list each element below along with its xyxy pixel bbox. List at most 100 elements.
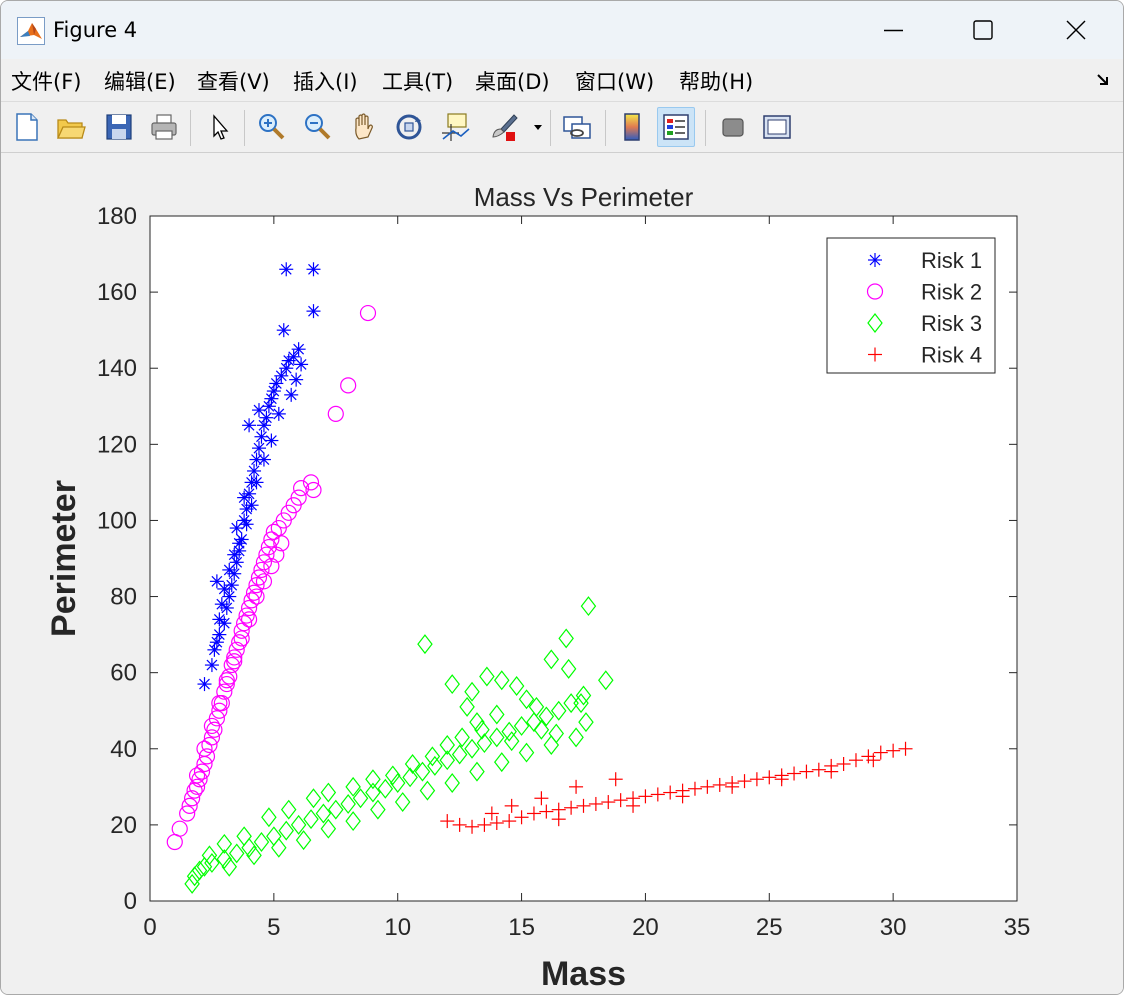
y-tick-label: 160 xyxy=(97,279,137,306)
data-cursor-button[interactable] xyxy=(437,108,473,146)
close-icon xyxy=(1066,20,1086,40)
x-tick-label: 25 xyxy=(756,914,783,941)
minimize-button[interactable] xyxy=(847,1,941,59)
data-point xyxy=(246,845,262,866)
data-point xyxy=(328,799,344,820)
data-point xyxy=(269,376,284,391)
legend-box[interactable] xyxy=(826,237,996,374)
data-point xyxy=(725,779,740,794)
data-point xyxy=(247,463,262,478)
data-point xyxy=(352,788,369,809)
legend-entry[interactable]: Risk 3 xyxy=(867,311,982,336)
data-point xyxy=(179,805,196,822)
chart-title: Mass Vs Perimeter xyxy=(474,182,694,212)
data-point xyxy=(198,748,216,765)
data-point xyxy=(240,611,258,628)
zoom-in-button[interactable] xyxy=(253,108,289,146)
data-point xyxy=(737,774,752,789)
x-tick-label: 20 xyxy=(632,914,659,941)
data-point xyxy=(384,765,401,786)
link-plot-button[interactable] xyxy=(559,108,595,146)
legend-entry[interactable]: Risk 1 xyxy=(868,248,982,273)
rotate-3d-button[interactable] xyxy=(391,108,427,146)
show-plot-tools-button[interactable] xyxy=(759,108,795,146)
menu-view[interactable]: 查看(V) xyxy=(197,70,270,94)
data-point xyxy=(206,721,223,738)
data-point xyxy=(417,634,433,655)
brush-dropdown-icon[interactable] xyxy=(533,123,543,131)
data-point xyxy=(184,873,200,894)
data-point xyxy=(526,806,541,821)
new-figure-button[interactable] xyxy=(9,108,45,146)
data-point xyxy=(226,649,243,666)
legend-label: Risk 1 xyxy=(921,248,982,273)
menu-tools[interactable]: 工具(T) xyxy=(382,70,454,94)
menu-insert[interactable]: 插入(I) xyxy=(293,70,358,94)
data-point xyxy=(233,630,250,647)
toolbar-separator xyxy=(605,110,606,146)
expand-toolbar-icon[interactable] xyxy=(1093,69,1113,89)
data-point xyxy=(663,785,678,800)
data-point xyxy=(264,391,279,406)
data-point xyxy=(444,674,460,695)
figure-toolbar xyxy=(1,102,1123,153)
scatter-plot[interactable]: 0 5 10 15 20 25 30 35 0 20 40 60 80 100 120 140 160 180 Ma… xyxy=(1,153,1123,994)
pointer-button[interactable] xyxy=(201,108,237,146)
data-point xyxy=(474,719,490,740)
hide-plot-tools-button[interactable] xyxy=(715,108,751,146)
data-point xyxy=(359,304,377,322)
data-point xyxy=(224,578,239,593)
data-point xyxy=(243,592,260,609)
colorbar-button[interactable] xyxy=(614,108,650,146)
data-point xyxy=(389,773,406,794)
menu-desktop[interactable]: 桌面(D) xyxy=(475,70,550,94)
save-button[interactable] xyxy=(101,108,137,146)
x-tick-label: 30 xyxy=(880,914,907,941)
data-point xyxy=(271,406,286,421)
figure-canvas[interactable]: 0 5 10 15 20 25 30 35 0 20 40 60 80 100 120 140 160 180 Ma… xyxy=(1,153,1123,994)
legend-button[interactable] xyxy=(657,107,695,147)
legend-entry[interactable]: Risk 2 xyxy=(866,280,983,305)
legend-label: Risk 2 xyxy=(921,280,982,305)
data-point xyxy=(898,741,913,756)
x-tick-label: 10 xyxy=(384,914,411,941)
menu-help[interactable]: 帮助(H) xyxy=(679,70,754,94)
data-point xyxy=(836,757,851,771)
data-point xyxy=(271,837,287,858)
data-point xyxy=(188,778,206,795)
data-point xyxy=(212,612,227,627)
hide-plot-tools-icon xyxy=(722,118,744,137)
data-point xyxy=(365,769,381,790)
data-point xyxy=(291,342,306,357)
close-button[interactable] xyxy=(1029,1,1123,59)
data-point xyxy=(370,799,386,820)
data-point xyxy=(193,763,211,780)
pan-button[interactable] xyxy=(345,108,381,146)
legend-entry[interactable]: Risk 4 xyxy=(868,343,982,368)
series-risk-4 xyxy=(440,741,913,834)
data-point xyxy=(227,547,242,562)
data-point xyxy=(263,558,280,575)
data-point xyxy=(687,781,702,796)
data-point xyxy=(216,849,233,870)
maximize-button[interactable] xyxy=(936,1,1030,59)
menu-file[interactable]: 文件(F) xyxy=(11,70,82,94)
data-point xyxy=(268,546,285,563)
data-point xyxy=(700,779,715,794)
open-file-button[interactable] xyxy=(53,108,89,146)
x-tick-label: 0 xyxy=(143,914,156,941)
data-point xyxy=(203,717,221,735)
rotate-3d-icon xyxy=(396,114,422,140)
zoom-out-button[interactable] xyxy=(299,108,335,146)
data-point xyxy=(548,723,565,744)
data-point xyxy=(273,535,290,552)
print-button[interactable] xyxy=(146,108,182,146)
pointer-icon xyxy=(213,114,229,140)
data-point xyxy=(197,677,212,692)
data-point xyxy=(444,773,460,794)
brush-button[interactable] xyxy=(485,108,521,146)
data-point xyxy=(503,731,520,752)
menu-window[interactable]: 窗口(W) xyxy=(575,70,655,94)
menu-edit[interactable]: 编辑(E) xyxy=(104,70,176,94)
title-bar[interactable]: Figure 4 xyxy=(1,1,1123,59)
